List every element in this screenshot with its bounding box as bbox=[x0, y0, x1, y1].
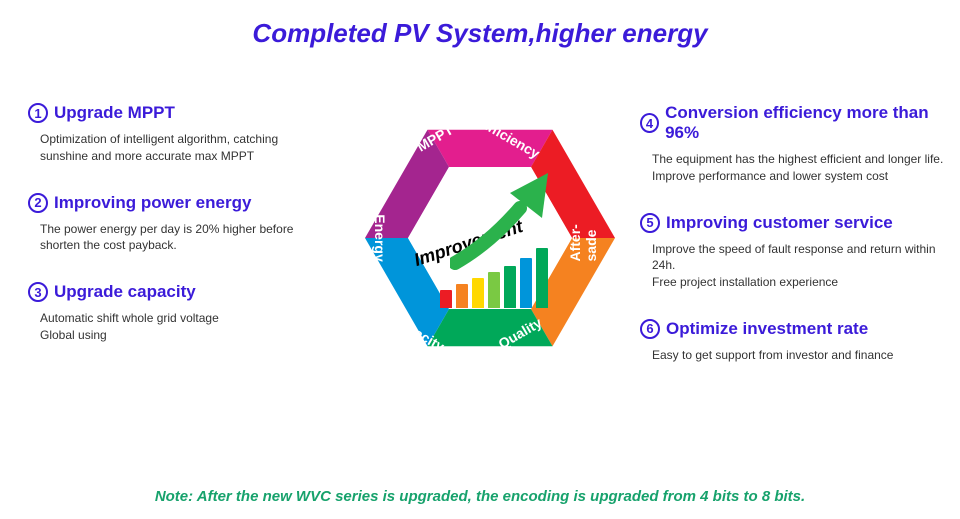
feature-item: 3 Upgrade capacity Automatic shift whole g… bbox=[28, 282, 328, 344]
item-number: 1 bbox=[28, 103, 48, 123]
item-number: 6 bbox=[640, 319, 660, 339]
hex-segment-label: Energy bbox=[372, 214, 388, 261]
item-description: Easy to get support from investor and fi… bbox=[652, 347, 950, 364]
hexagon-diagram: Improvement MPPTEfficiencyAfter-sadeQual… bbox=[350, 98, 630, 378]
item-description: Optimization of intelligent algorithm, c… bbox=[40, 131, 328, 165]
chart-bar bbox=[488, 272, 500, 308]
item-description: Improve the speed of fault response and … bbox=[652, 241, 950, 291]
chart-bar bbox=[456, 284, 468, 308]
chart-bar bbox=[440, 290, 452, 308]
item-description: The equipment has the highest efficient … bbox=[652, 151, 950, 185]
item-title: Upgrade capacity bbox=[54, 282, 196, 302]
right-column: 4 Conversion efficiency more than 96% The … bbox=[640, 103, 950, 392]
item-number: 5 bbox=[640, 213, 660, 233]
item-title: Optimize investment rate bbox=[666, 319, 868, 339]
feature-item: 6 Optimize investment rate Easy to get sup… bbox=[640, 319, 950, 364]
item-number: 2 bbox=[28, 193, 48, 213]
item-title: Conversion efficiency more than 96% bbox=[665, 103, 950, 143]
item-title: Improving power energy bbox=[54, 193, 251, 213]
item-title: Upgrade MPPT bbox=[54, 103, 175, 123]
left-column: 1 Upgrade MPPT Optimization of intelligent… bbox=[28, 103, 328, 372]
growth-arrow-icon bbox=[450, 173, 570, 273]
chart-bar bbox=[472, 278, 484, 308]
feature-item: 5 Improving customer service Improve the s… bbox=[640, 213, 950, 291]
item-number: 3 bbox=[28, 282, 48, 302]
page-title: Completed PV System,higher energy bbox=[0, 18, 960, 49]
feature-item: 4 Conversion efficiency more than 96% The … bbox=[640, 103, 950, 185]
item-title: Improving customer service bbox=[666, 213, 893, 233]
feature-item: 2 Improving power energy The power energy … bbox=[28, 193, 328, 255]
item-description: The power energy per day is 20% higher b… bbox=[40, 221, 328, 255]
item-number: 4 bbox=[640, 113, 659, 133]
feature-item: 1 Upgrade MPPT Optimization of intelligent… bbox=[28, 103, 328, 165]
footer-note: Note: After the new WVC series is upgrad… bbox=[0, 488, 960, 505]
item-description: Automatic shift whole grid voltageGlobal… bbox=[40, 310, 328, 344]
hex-segment-label: After-sade bbox=[567, 215, 599, 262]
